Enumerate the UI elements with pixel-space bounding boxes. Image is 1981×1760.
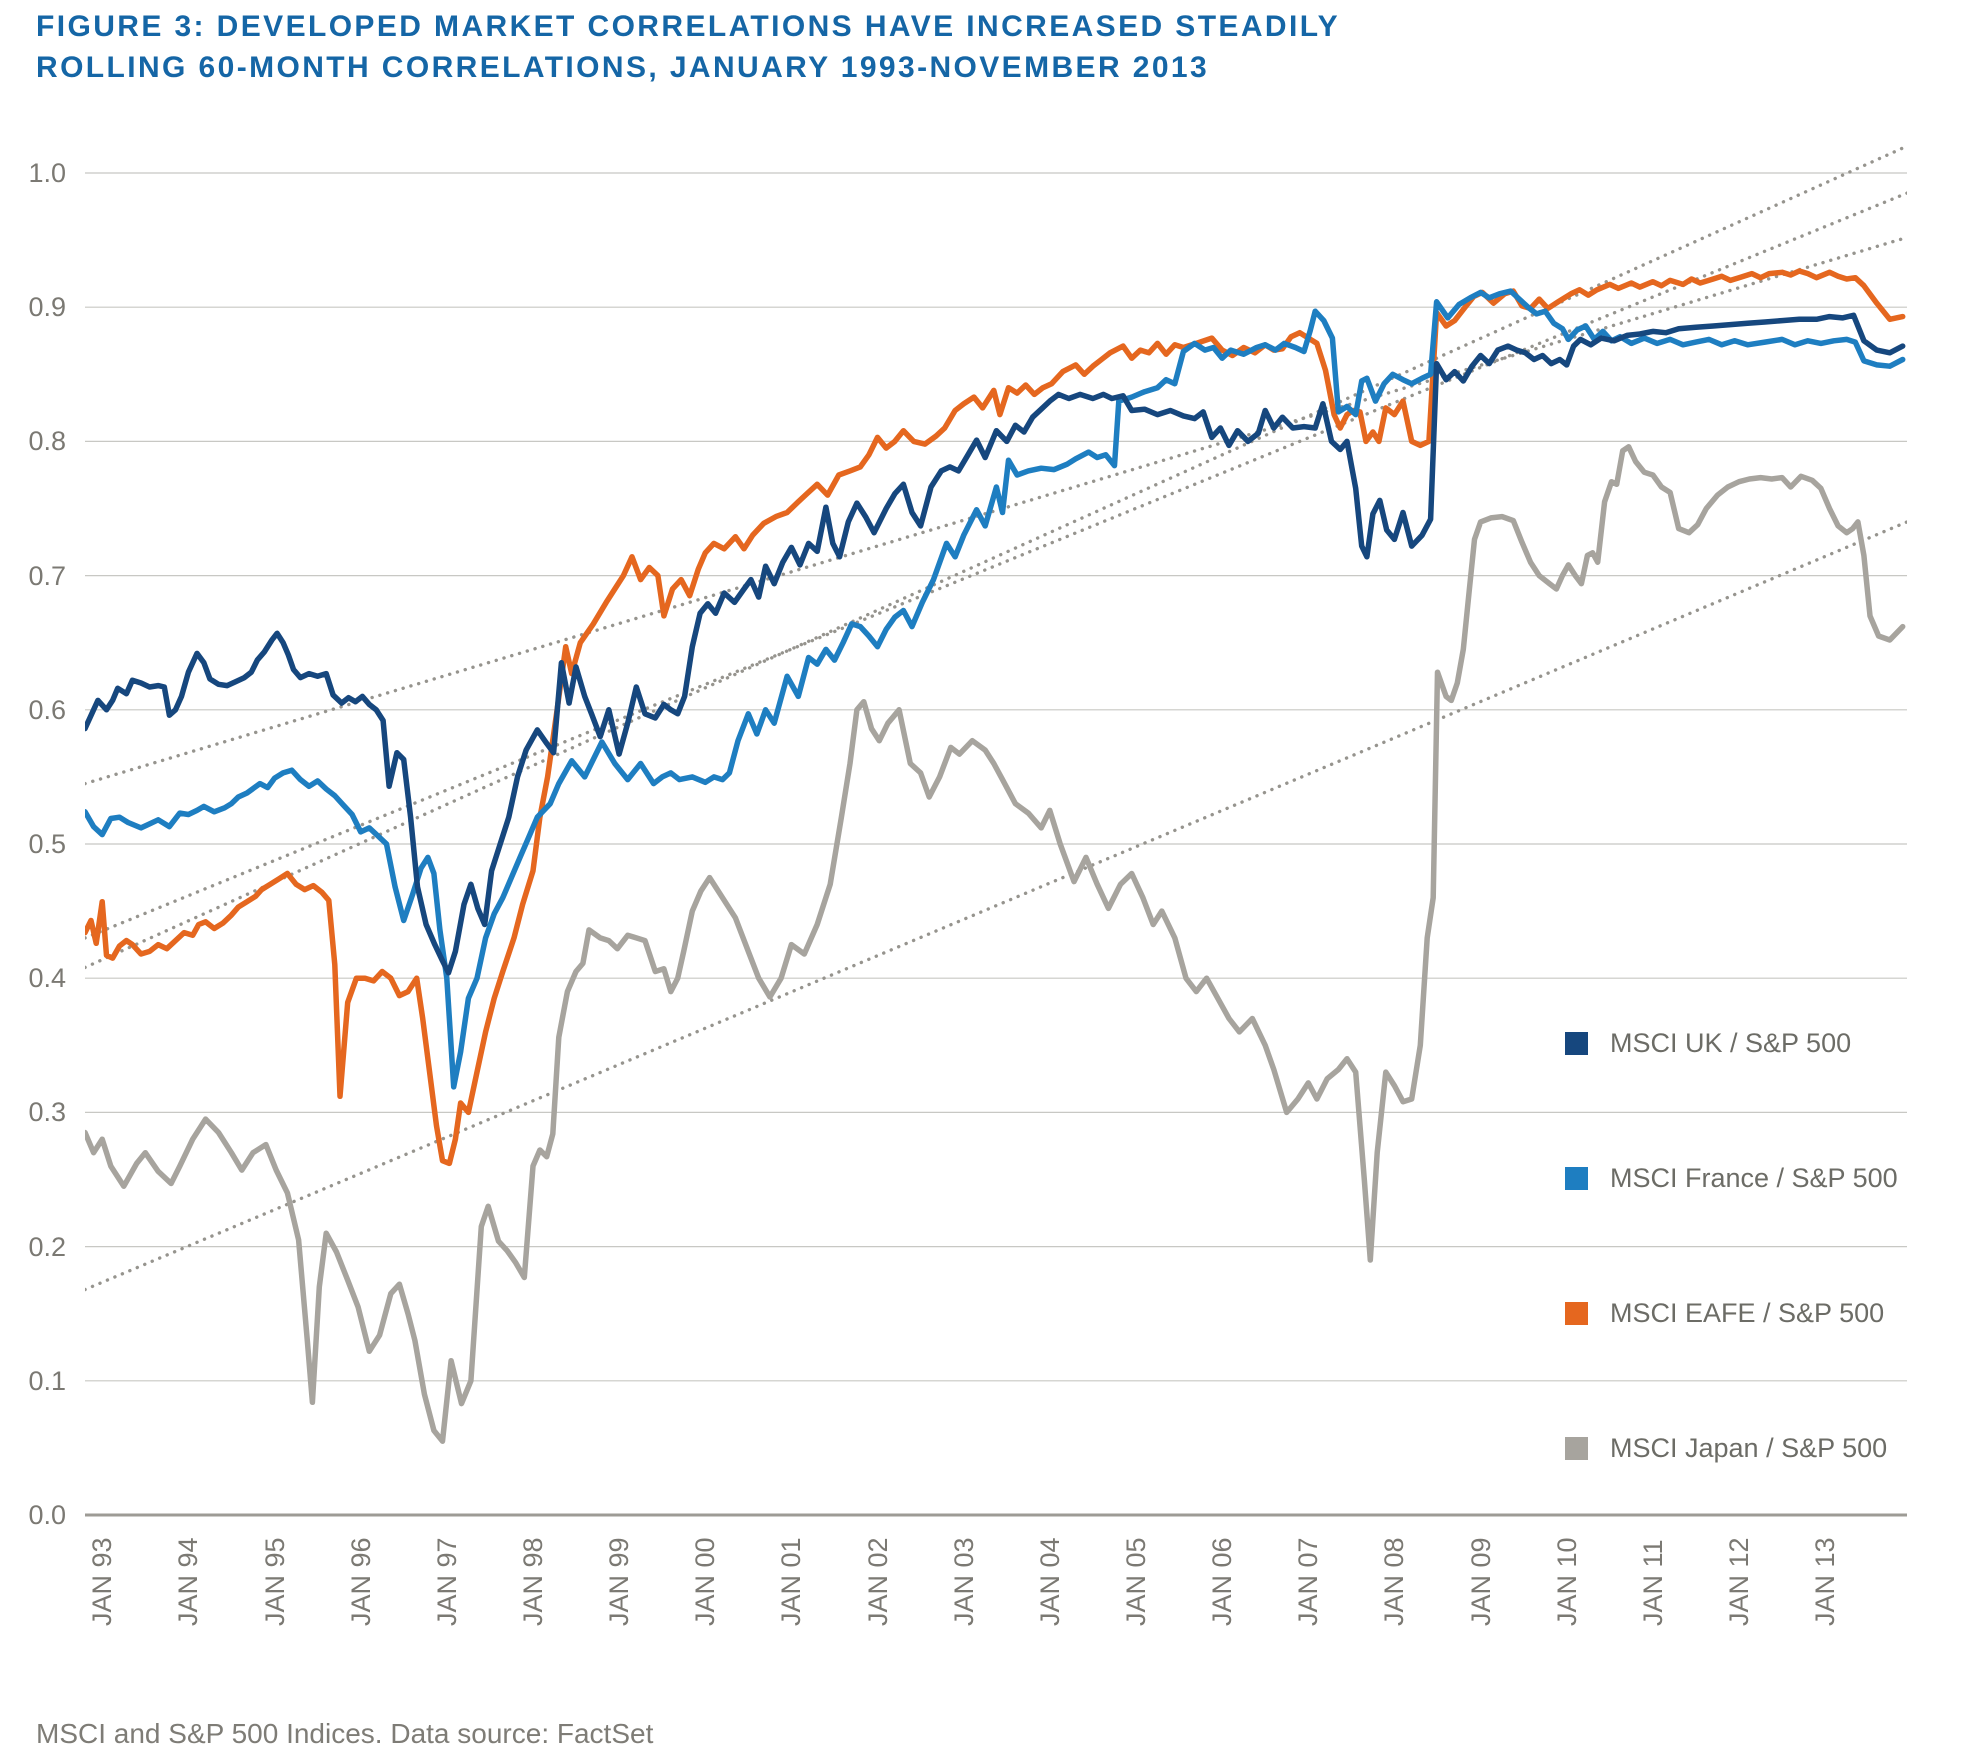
x-axis-label: JAN 02 (862, 1537, 893, 1626)
x-axis-label: JAN 11 (1637, 1539, 1668, 1626)
y-axis-label: 0.3 (28, 1097, 66, 1128)
source-note: MSCI and S&P 500 Indices. Data source: F… (36, 1718, 654, 1749)
y-axis-label: 0.1 (28, 1365, 66, 1396)
y-axis-label: 0.0 (28, 1500, 66, 1530)
legend-label: MSCI EAFE / S&P 500 (1610, 1298, 1885, 1328)
figure-title: FIGURE 3: DEVELOPED MARKET CORRELATIONS … (36, 6, 1340, 88)
y-axis-label: 0.5 (28, 829, 66, 859)
x-axis-label: JAN 97 (431, 1537, 462, 1626)
msci-uk-trend (85, 235, 1907, 786)
x-axis-label: JAN 07 (1293, 1537, 1324, 1626)
legend-swatch-icon (1565, 1302, 1588, 1325)
figure-title-line1: FIGURE 3: DEVELOPED MARKET CORRELATIONS … (36, 10, 1341, 43)
series-msci-japan-s-p-500 (85, 444, 1906, 1444)
legend-label: MSCI UK / S&P 500 (1610, 1028, 1852, 1058)
x-axis-label: JAN 09 (1465, 1537, 1496, 1626)
x-axis-label: JAN 06 (1207, 1537, 1238, 1626)
x-axis-label: JAN 10 (1551, 1537, 1582, 1626)
x-axis-label: JAN 01 (776, 1537, 807, 1626)
series-msci-uk-s-p-500 (85, 312, 1906, 976)
legend-swatch-icon (1565, 1437, 1588, 1460)
y-axis-label: 0.8 (28, 426, 66, 457)
x-axis-label: JAN 94 (173, 1537, 204, 1626)
x-axis-label: JAN 04 (1034, 1537, 1065, 1626)
legend-label: MSCI France / S&P 500 (1610, 1163, 1898, 1193)
x-axis-label: JAN 03 (948, 1537, 979, 1626)
legend-label: MSCI Japan / S&P 500 (1610, 1433, 1888, 1463)
y-axis-label: 0.7 (28, 560, 66, 591)
x-axis-label: JAN 95 (259, 1537, 290, 1626)
legend-item-msci-uk-s-p-500: MSCI UK / S&P 500 (1565, 1028, 1851, 1059)
legend-item-msci-eafe-s-p-500: MSCI EAFE / S&P 500 (1565, 1298, 1884, 1329)
x-axis-label: JAN 00 (690, 1537, 721, 1626)
legend-swatch-icon (1565, 1167, 1588, 1190)
x-axis-label: JAN 93 (87, 1537, 118, 1626)
x-axis-label: JAN 96 (345, 1537, 376, 1626)
x-axis-label: JAN 05 (1120, 1537, 1151, 1626)
figure-title-line2: ROLLING 60-MONTH CORRELATIONS, JANUARY 1… (36, 51, 1210, 84)
x-axis-label: JAN 99 (604, 1537, 635, 1626)
plot-svg (85, 144, 1907, 1517)
y-axis-label: 1.0 (28, 158, 66, 188)
msci-eafe-trend (85, 144, 1907, 970)
legend-item-msci-japan-s-p-500: MSCI Japan / S&P 500 (1565, 1433, 1887, 1464)
chart-area: 1.0 0.9 0.8 0.7 0.6 0.5 0.4 0.3 0.2 0.1 0.0 JAN 93… (28, 144, 1907, 1626)
msci-japan-trend (85, 520, 1907, 1292)
series-msci-eafe-s-p-500 (85, 268, 1906, 1167)
legend-swatch-icon (1565, 1032, 1588, 1055)
y-axis-label: 0.4 (28, 963, 66, 994)
y-axis-label: 0.9 (28, 292, 66, 323)
y-axis-label: 0.6 (28, 694, 66, 725)
x-axis-label: JAN 08 (1379, 1537, 1410, 1626)
x-axis-label: JAN 13 (1810, 1537, 1841, 1626)
x-axis-label: JAN 12 (1724, 1537, 1754, 1626)
x-axis-label: JAN 98 (517, 1537, 548, 1626)
legend-item-msci-france-s-p-500: MSCI France / S&P 500 (1565, 1163, 1898, 1194)
y-axis-label: 0.2 (28, 1231, 66, 1262)
series-msci-france-s-p-500 (85, 288, 1906, 1090)
